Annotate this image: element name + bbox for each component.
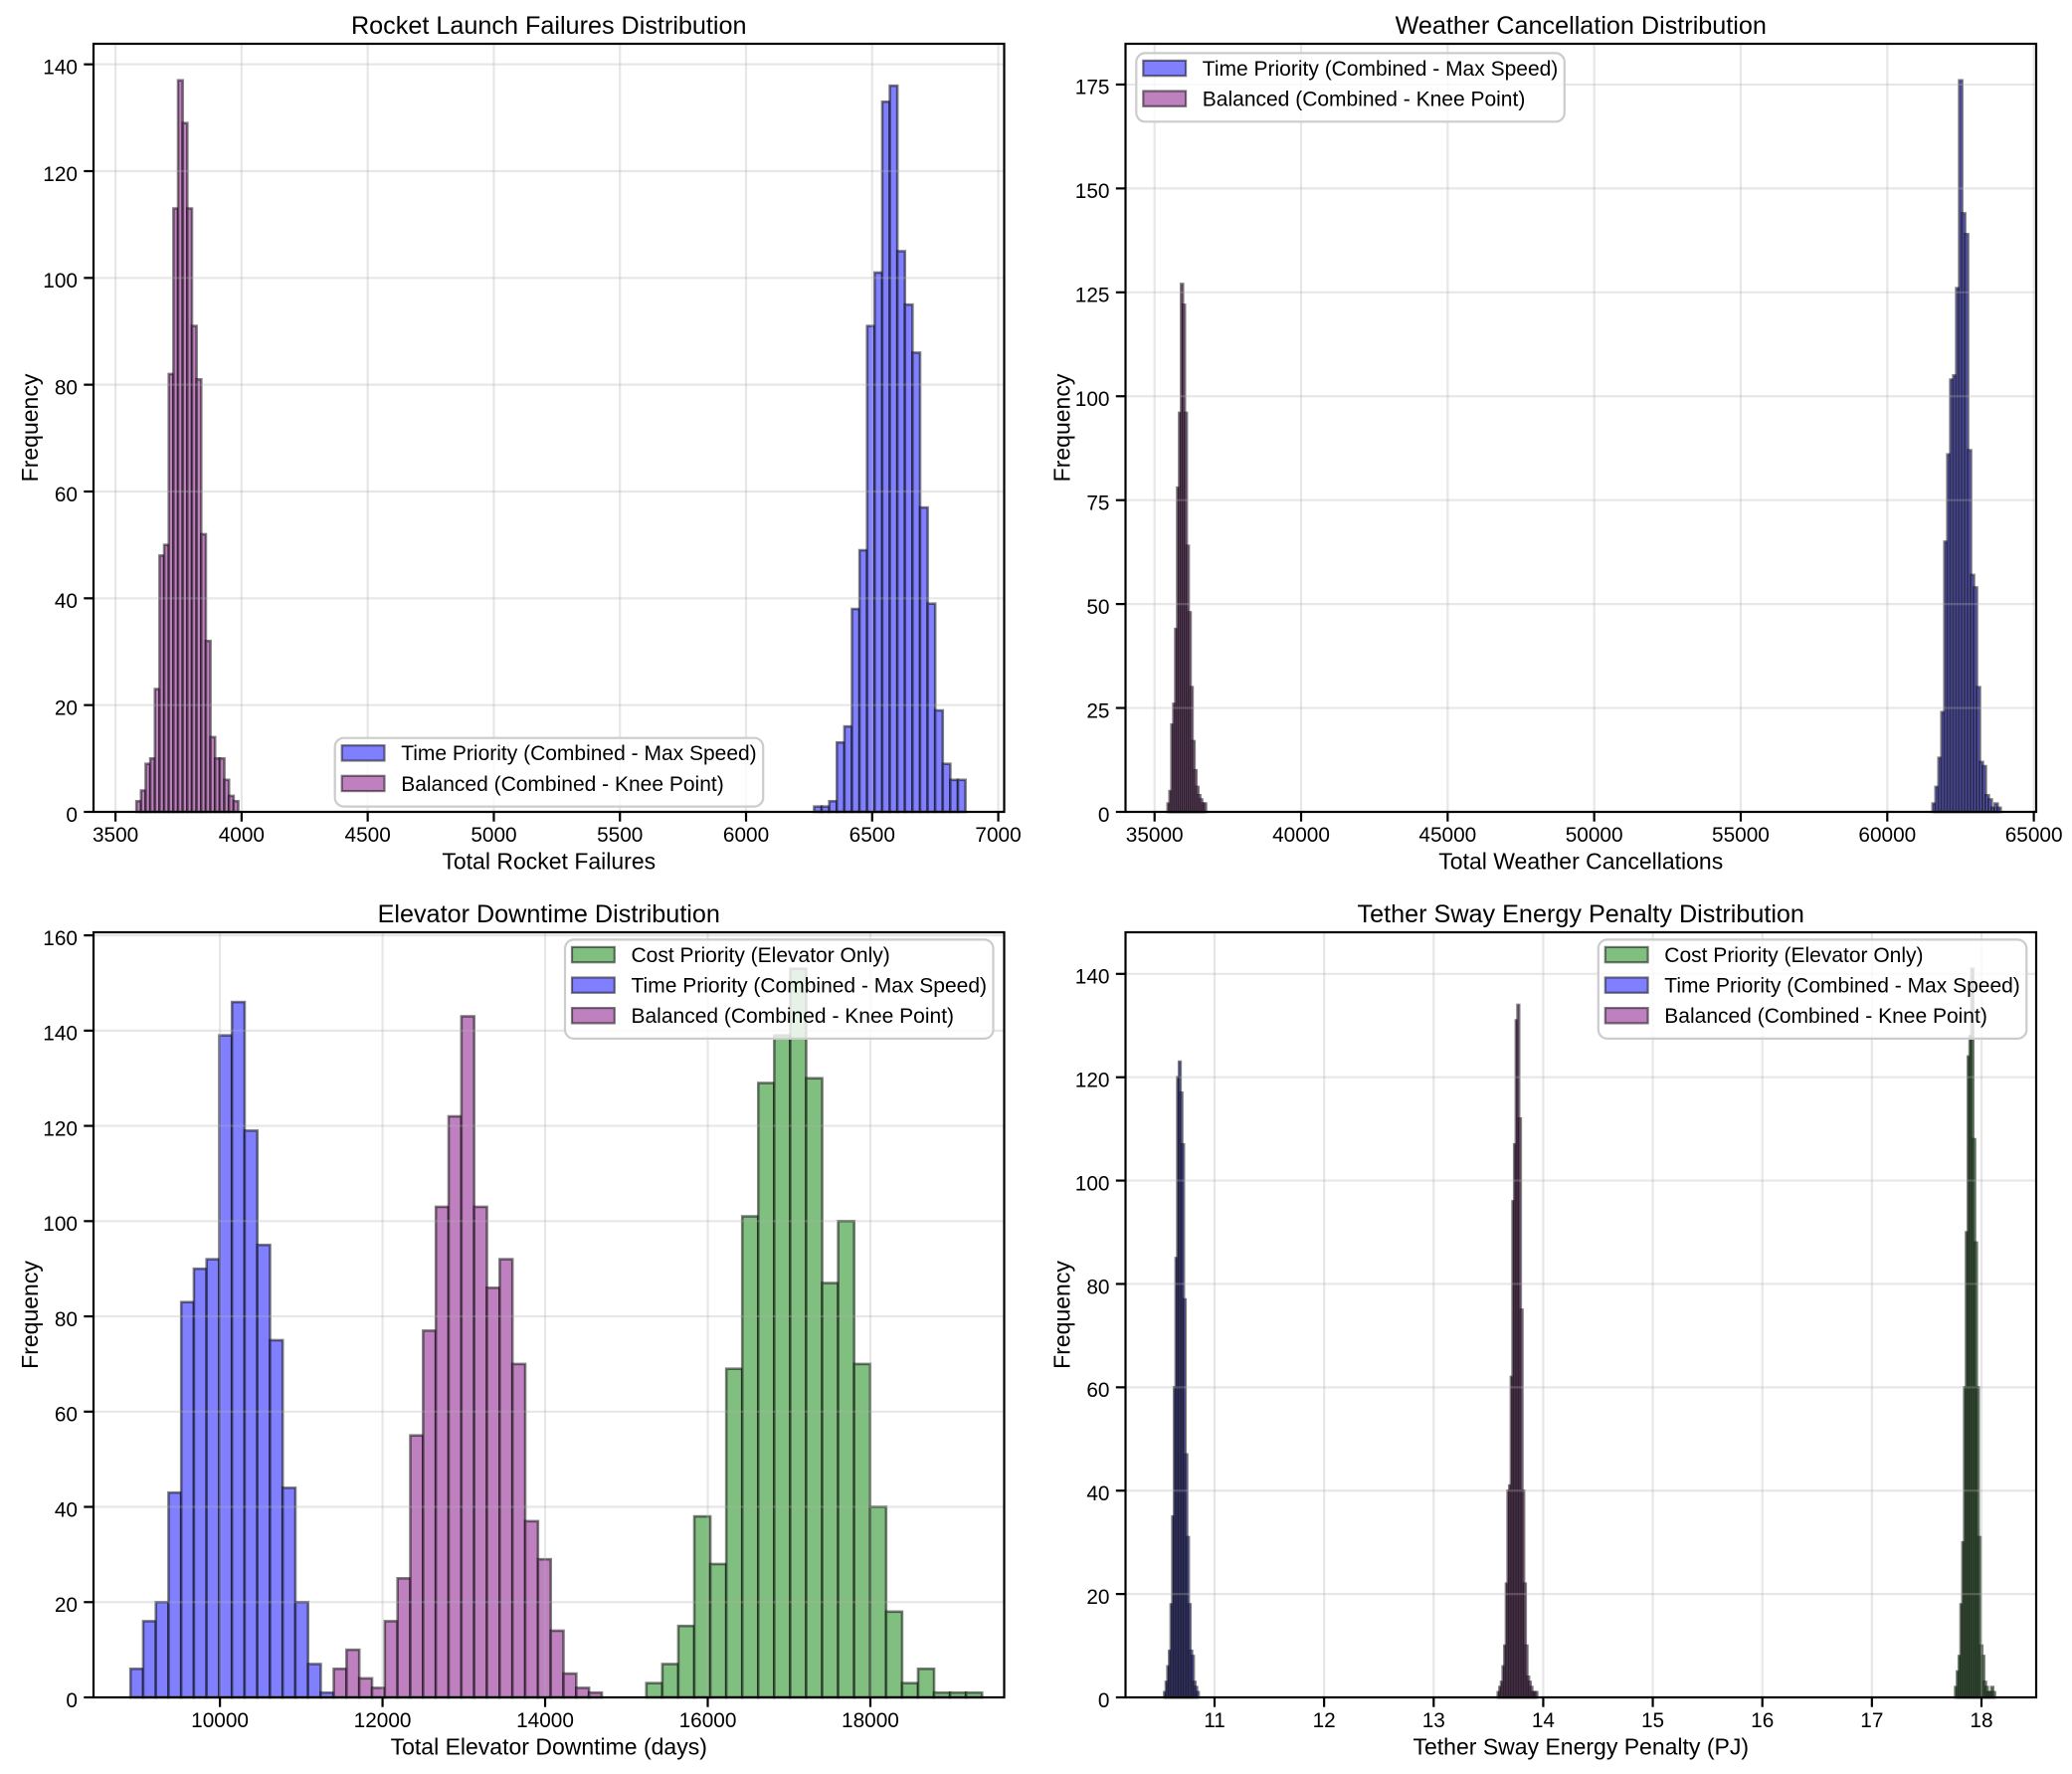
svg-text:150: 150 xyxy=(1075,180,1110,203)
svg-text:60: 60 xyxy=(1086,1379,1109,1402)
svg-text:100: 100 xyxy=(43,270,78,293)
svg-text:160: 160 xyxy=(43,927,78,950)
svg-text:40: 40 xyxy=(55,590,78,613)
svg-text:50: 50 xyxy=(1086,596,1109,619)
svg-text:15: 15 xyxy=(1641,1709,1664,1732)
svg-text:Balanced (Combined - Knee Poin: Balanced (Combined - Knee Point) xyxy=(1203,89,1526,111)
svg-text:0: 0 xyxy=(66,804,78,827)
svg-text:Balanced (Combined - Knee Poin: Balanced (Combined - Knee Point) xyxy=(1664,1005,1987,1028)
svg-text:20: 20 xyxy=(55,696,78,719)
svg-text:4500: 4500 xyxy=(345,824,391,847)
svg-text:13: 13 xyxy=(1422,1709,1445,1732)
svg-text:100: 100 xyxy=(1075,1172,1110,1195)
svg-text:140: 140 xyxy=(43,56,78,79)
svg-text:6000: 6000 xyxy=(723,824,769,847)
svg-text:Weather Cancellation Distribut: Weather Cancellation Distribution xyxy=(1396,12,1767,40)
svg-text:75: 75 xyxy=(1086,492,1109,514)
svg-text:Time Priority (Combined - Max: Time Priority (Combined - Max Speed) xyxy=(1664,975,2020,998)
svg-text:80: 80 xyxy=(55,1308,78,1331)
svg-text:Time Priority (Combined - Max: Time Priority (Combined - Max Speed) xyxy=(1203,58,1559,81)
svg-text:Total Rocket Failures: Total Rocket Failures xyxy=(442,849,656,875)
svg-text:45000: 45000 xyxy=(1418,824,1476,847)
svg-text:Frequency: Frequency xyxy=(17,1261,43,1369)
svg-text:Balanced (Combined - Knee Poin: Balanced (Combined - Knee Point) xyxy=(632,1005,955,1028)
svg-text:12000: 12000 xyxy=(354,1709,412,1732)
svg-text:14000: 14000 xyxy=(516,1709,574,1732)
svg-text:175: 175 xyxy=(1075,77,1110,99)
svg-text:Total Elevator Downtime (days): Total Elevator Downtime (days) xyxy=(391,1734,707,1760)
svg-text:140: 140 xyxy=(1075,966,1110,989)
svg-text:Elevator Downtime Distribution: Elevator Downtime Distribution xyxy=(378,900,720,928)
svg-text:18: 18 xyxy=(1970,1709,1992,1732)
svg-text:18000: 18000 xyxy=(842,1709,899,1732)
svg-text:Frequency: Frequency xyxy=(17,373,43,482)
svg-text:16000: 16000 xyxy=(679,1709,737,1732)
svg-text:20: 20 xyxy=(1086,1586,1109,1609)
svg-text:3500: 3500 xyxy=(93,824,138,847)
svg-text:65000: 65000 xyxy=(2005,824,2063,847)
svg-text:100: 100 xyxy=(1075,388,1110,411)
svg-text:Cost Priority (Elevator Only): Cost Priority (Elevator Only) xyxy=(1664,944,1923,967)
svg-text:5000: 5000 xyxy=(471,824,516,847)
svg-text:Time Priority (Combined - Max: Time Priority (Combined - Max Speed) xyxy=(401,742,757,765)
svg-text:Tether Sway Energy Penalty (PJ: Tether Sway Energy Penalty (PJ) xyxy=(1413,1734,1749,1760)
svg-text:7000: 7000 xyxy=(975,824,1021,847)
svg-text:60: 60 xyxy=(55,1404,78,1427)
svg-text:Cost Priority (Elevator Only): Cost Priority (Elevator Only) xyxy=(632,944,890,967)
svg-text:Rocket Launch Failures Distrib: Rocket Launch Failures Distribution xyxy=(351,12,747,40)
svg-text:120: 120 xyxy=(43,163,78,186)
svg-text:40000: 40000 xyxy=(1272,824,1330,847)
svg-text:40: 40 xyxy=(1086,1482,1109,1505)
svg-text:Frequency: Frequency xyxy=(1049,1261,1075,1369)
svg-text:60: 60 xyxy=(55,484,78,506)
svg-text:Total Weather Cancellations: Total Weather Cancellations xyxy=(1438,849,1723,875)
svg-text:140: 140 xyxy=(43,1023,78,1046)
svg-text:100: 100 xyxy=(43,1213,78,1236)
svg-text:0: 0 xyxy=(1098,1689,1110,1712)
svg-text:5500: 5500 xyxy=(597,824,643,847)
svg-text:4000: 4000 xyxy=(219,824,265,847)
svg-text:17: 17 xyxy=(1860,1709,1883,1732)
svg-text:120: 120 xyxy=(1075,1070,1110,1092)
svg-text:16: 16 xyxy=(1751,1709,1774,1732)
svg-text:60000: 60000 xyxy=(1858,824,1916,847)
svg-text:Frequency: Frequency xyxy=(1049,373,1075,482)
svg-text:120: 120 xyxy=(43,1117,78,1140)
svg-text:0: 0 xyxy=(66,1689,78,1712)
svg-text:25: 25 xyxy=(1086,699,1109,722)
svg-text:10000: 10000 xyxy=(191,1709,249,1732)
svg-text:Tether Sway Energy Penalty Dis: Tether Sway Energy Penalty Distribution xyxy=(1358,900,1804,928)
svg-text:11: 11 xyxy=(1204,1709,1225,1732)
svg-text:80: 80 xyxy=(1086,1276,1109,1298)
svg-text:50000: 50000 xyxy=(1566,824,1623,847)
svg-text:12: 12 xyxy=(1313,1709,1336,1732)
svg-text:6500: 6500 xyxy=(849,824,895,847)
svg-text:35000: 35000 xyxy=(1126,824,1184,847)
svg-text:20: 20 xyxy=(55,1594,78,1617)
svg-text:125: 125 xyxy=(1075,285,1110,307)
svg-text:40: 40 xyxy=(55,1498,78,1521)
svg-text:Time Priority (Combined - Max: Time Priority (Combined - Max Speed) xyxy=(632,975,988,998)
svg-text:Balanced (Combined - Knee Poin: Balanced (Combined - Knee Point) xyxy=(401,773,724,796)
svg-text:55000: 55000 xyxy=(1712,824,1770,847)
svg-text:14: 14 xyxy=(1532,1709,1555,1732)
svg-text:80: 80 xyxy=(55,376,78,399)
svg-text:0: 0 xyxy=(1098,804,1110,827)
